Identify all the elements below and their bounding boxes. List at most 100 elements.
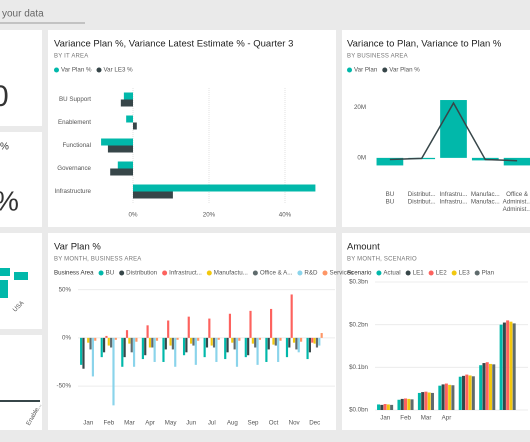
legend-label: Services (330, 270, 354, 277)
bar (256, 337, 259, 365)
tile[interactable] (342, 233, 530, 430)
chart-title: Amount (347, 242, 380, 253)
tile[interactable] (0, 132, 42, 227)
bar (448, 384, 452, 410)
x-tick-label: Office & Administ... Administ... (503, 191, 530, 213)
bar (430, 392, 434, 410)
bar (441, 384, 445, 410)
bar (101, 138, 133, 146)
x-tick-label: Mar (421, 415, 432, 422)
x-tick-label: Jun (186, 420, 197, 427)
x-tick-line: BU (386, 191, 395, 198)
legend-swatch (119, 270, 125, 276)
bar (380, 404, 384, 410)
y-tick-label: $0.0bn (349, 407, 368, 414)
bar (492, 364, 496, 410)
bar (210, 337, 213, 346)
bar (295, 337, 298, 350)
search-placeholder[interactable]: your data (2, 9, 44, 20)
chart-subtitle: BY IT AREA (54, 54, 88, 60)
tile[interactable] (48, 30, 336, 227)
x-tick-line: Administ... (503, 206, 530, 213)
x-tick-label: 20% (203, 212, 216, 219)
legend-swatch (382, 67, 388, 73)
legend-swatch (54, 67, 59, 73)
bar (194, 337, 197, 365)
bar (192, 337, 195, 346)
bar (217, 337, 220, 340)
bar (482, 363, 486, 410)
bar (100, 337, 103, 358)
legend-label: LE3 (459, 270, 471, 277)
x-tick-label: Jan (83, 420, 94, 427)
kpi-label: % (0, 142, 9, 153)
x-tick-label: 40% (279, 212, 292, 219)
legend-swatch (474, 270, 480, 276)
bar (167, 320, 170, 338)
legend-label: Var LE3 % (104, 67, 134, 74)
bar (228, 313, 232, 338)
x-tick-label: Apr (145, 420, 155, 427)
bar (135, 337, 138, 342)
tile[interactable] (0, 30, 42, 126)
x-tick-label: Jul (208, 420, 216, 427)
bar (244, 337, 247, 358)
x-tick-label: Mar (124, 420, 135, 427)
tile[interactable] (342, 30, 530, 227)
bar (315, 337, 319, 348)
bar (290, 294, 293, 338)
bar (224, 337, 227, 360)
bar (117, 161, 133, 169)
bar (107, 145, 133, 153)
bar (233, 337, 236, 350)
tile[interactable] (48, 233, 336, 430)
bar (503, 157, 530, 166)
x-tick-label: Oct (269, 420, 279, 427)
bar (126, 115, 133, 123)
bar (155, 337, 159, 341)
bar (171, 337, 174, 350)
bar (215, 337, 218, 362)
bar (133, 122, 137, 130)
y-tick-label: 50% (59, 286, 72, 293)
bar (485, 362, 489, 410)
chart-subtitle: BY MONTH, BUSINESS AREA (54, 257, 142, 263)
y-tick-label: $0.2bn (349, 321, 368, 328)
legend-label: LE2 (436, 270, 448, 277)
x-tick-label: Nov (289, 420, 301, 427)
bar (438, 385, 442, 410)
bar (292, 337, 296, 343)
bar (121, 337, 124, 367)
bar (397, 399, 401, 410)
bar (125, 330, 129, 338)
y-tick-label: 0% (62, 334, 71, 341)
legend-label: Var Plan % (389, 67, 420, 74)
tile[interactable] (0, 335, 42, 430)
bar (238, 337, 241, 341)
decor-bar (0, 400, 40, 402)
x-tick-line: Office & (506, 191, 529, 198)
decor-bar (14, 272, 28, 280)
bar (444, 383, 448, 410)
legend-swatch (252, 270, 258, 276)
kpi-value: % (0, 185, 19, 216)
legend-swatch (162, 270, 168, 276)
bar (226, 337, 229, 353)
legend-swatch (322, 270, 328, 276)
bar (311, 337, 314, 343)
bar (285, 337, 289, 358)
chart-title: Var Plan % (54, 242, 101, 253)
legend-swatch (297, 270, 303, 276)
decor-bar (0, 268, 10, 276)
bar (277, 337, 280, 362)
x-tick-line: BU (386, 198, 395, 205)
bar (110, 168, 133, 176)
bar (151, 337, 154, 348)
bar (162, 337, 165, 362)
y-tick-label: $0.3bn (349, 279, 368, 286)
bar (376, 157, 404, 166)
legend-swatch (347, 67, 352, 73)
bar (82, 337, 85, 369)
x-tick-label: Aug (227, 420, 239, 427)
legend-swatch (405, 270, 411, 276)
